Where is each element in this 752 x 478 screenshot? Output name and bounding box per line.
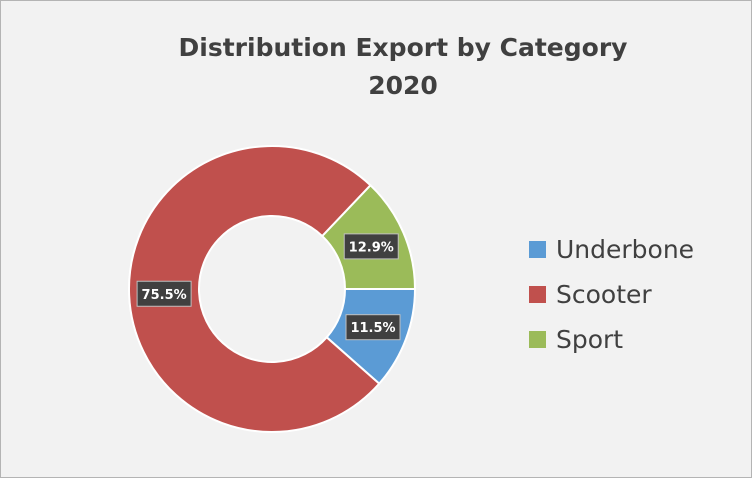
slice-scooter xyxy=(128,145,381,433)
data-label-scooter: 75.5% xyxy=(136,280,192,307)
data-label-underbone: 11.5% xyxy=(345,314,401,341)
legend-label-scooter: Scooter xyxy=(556,280,652,309)
legend-swatch-sport xyxy=(529,331,546,348)
chart-subtitle: 2020 xyxy=(368,71,438,100)
legend-item-sport: Sport xyxy=(529,317,694,362)
legend-label-underbone: Underbone xyxy=(556,235,695,264)
legend-label-sport: Sport xyxy=(556,325,624,354)
chart-title-line: Distribution Export by Category xyxy=(178,33,628,62)
legend-swatch-underbone xyxy=(529,241,546,258)
data-label-text-sport: 12.9% xyxy=(349,240,394,255)
chart-title: Distribution Export by Category 2020 xyxy=(1,29,752,105)
legend-item-underbone: Underbone xyxy=(529,227,694,272)
legend-item-scooter: Scooter xyxy=(529,272,694,317)
data-label-text-underbone: 11.5% xyxy=(350,321,395,336)
legend-swatch-scooter xyxy=(529,286,546,303)
data-label-sport: 12.9% xyxy=(343,233,399,260)
data-label-text-scooter: 75.5% xyxy=(142,288,187,303)
legend: Underbone Scooter Sport xyxy=(529,227,694,362)
